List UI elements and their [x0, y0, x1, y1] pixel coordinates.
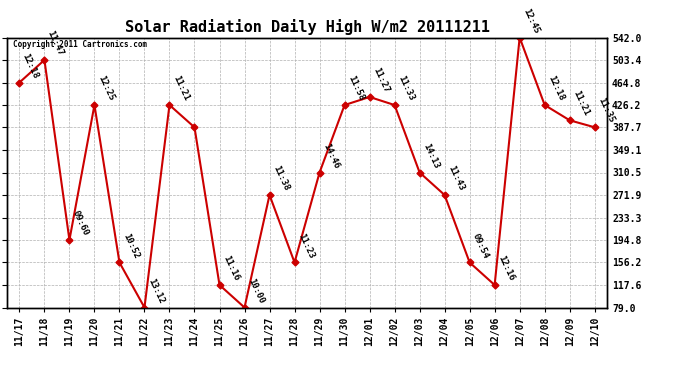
Text: Copyright 2011 Cartronics.com: Copyright 2011 Cartronics.com — [13, 40, 147, 49]
Text: 11:16: 11:16 — [221, 254, 240, 282]
Text: 13:12: 13:12 — [146, 276, 166, 305]
Title: Solar Radiation Daily High W/m2 20111211: Solar Radiation Daily High W/m2 20111211 — [125, 19, 489, 35]
Text: 12:18: 12:18 — [21, 52, 40, 80]
Text: 11:33: 11:33 — [396, 74, 415, 102]
Text: 12:25: 12:25 — [96, 74, 115, 102]
Text: 11:21: 11:21 — [171, 74, 190, 102]
Text: 10:00: 10:00 — [246, 276, 266, 305]
Text: 11:58: 11:58 — [346, 74, 366, 102]
Text: 12:16: 12:16 — [496, 254, 515, 282]
Text: 11:23: 11:23 — [296, 231, 315, 260]
Text: 09:60: 09:60 — [71, 209, 90, 237]
Text: 11:27: 11:27 — [371, 66, 391, 94]
Text: 12:45: 12:45 — [521, 6, 540, 35]
Text: 11:47: 11:47 — [46, 29, 66, 57]
Text: 10:52: 10:52 — [121, 231, 140, 260]
Text: 09:54: 09:54 — [471, 231, 491, 260]
Text: 14:13: 14:13 — [421, 141, 440, 170]
Text: 12:18: 12:18 — [546, 74, 566, 102]
Text: 11:43: 11:43 — [446, 164, 466, 192]
Text: 11:21: 11:21 — [571, 89, 591, 117]
Text: 11:38: 11:38 — [271, 164, 290, 192]
Text: 11:35: 11:35 — [596, 96, 615, 124]
Text: 14:46: 14:46 — [321, 141, 340, 170]
